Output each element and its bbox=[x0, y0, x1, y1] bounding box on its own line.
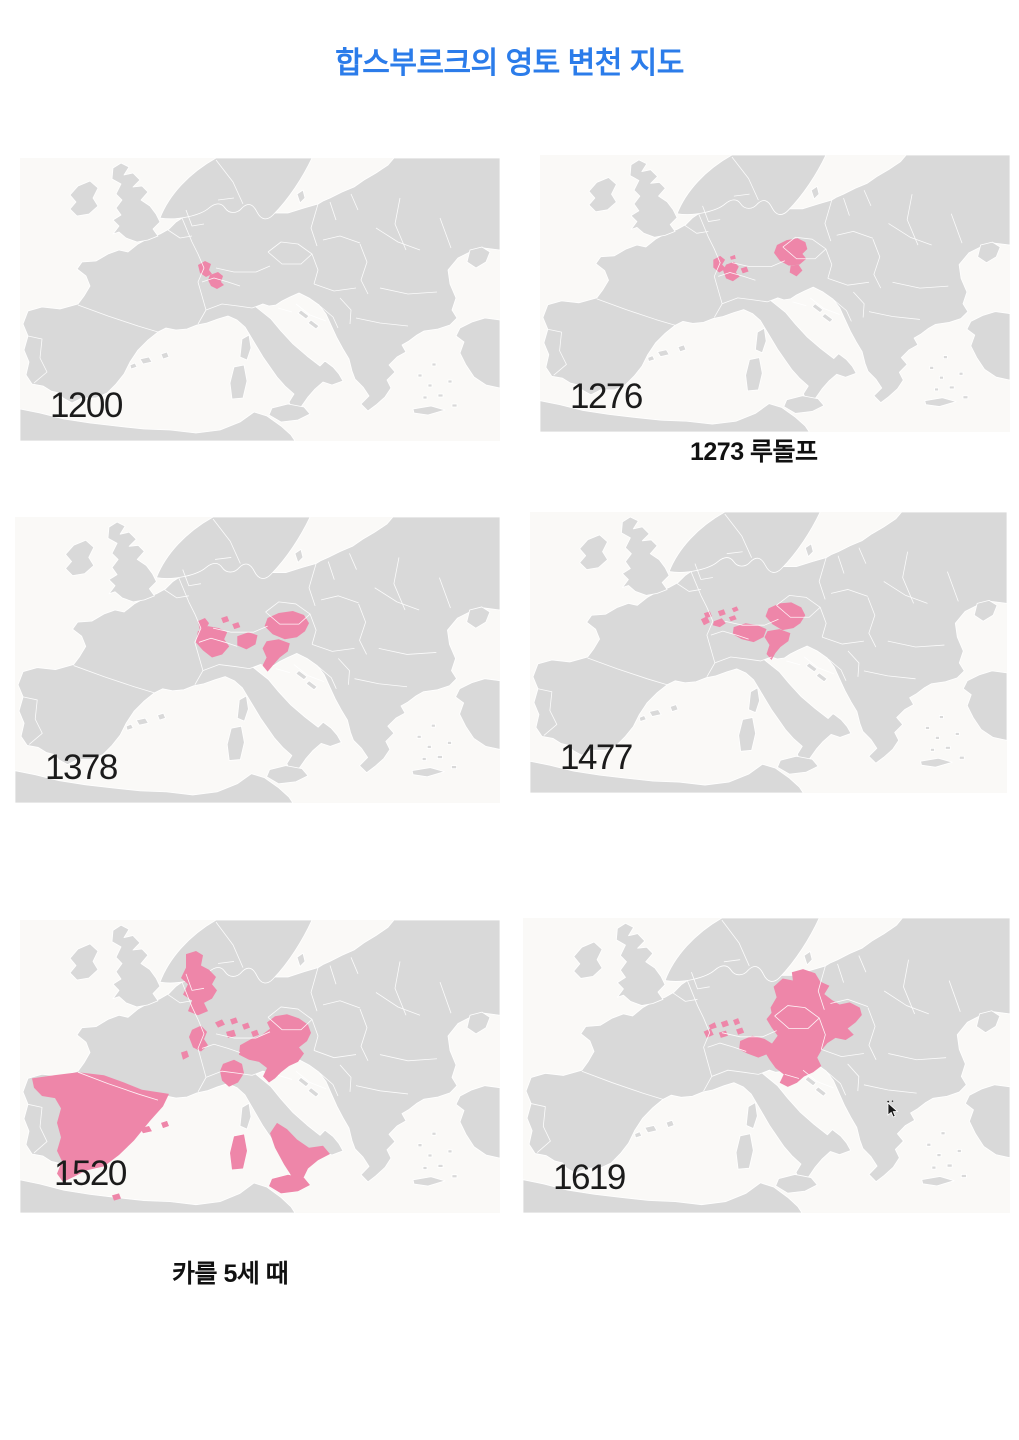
habsburg-territory-1378 bbox=[195, 610, 310, 672]
mouse-cursor-icon bbox=[887, 1100, 899, 1118]
europe-map-1477 bbox=[530, 512, 1007, 793]
europe-map-1619 bbox=[523, 918, 1010, 1213]
map-panel-1200: 1200 bbox=[20, 158, 500, 441]
habsburg-territory-1477 bbox=[700, 602, 806, 660]
year-label-1477: 1477 bbox=[560, 738, 633, 777]
map-panel-1276: 1276 bbox=[540, 155, 1010, 432]
year-label-1200: 1200 bbox=[50, 386, 123, 425]
europe-map-1276 bbox=[540, 155, 1010, 432]
map-panel-1477: 1477 bbox=[530, 512, 1007, 793]
map-panel-1378: 1378 bbox=[15, 517, 500, 803]
caption-karl-v: 카를 5세 때 bbox=[172, 1260, 289, 1288]
page-title: 합스부르크의 영토 변천 지도 bbox=[335, 47, 684, 80]
map-panel-1520: 1520 bbox=[20, 920, 500, 1213]
year-label-1520: 1520 bbox=[54, 1154, 127, 1193]
habsburg-territory-1520 bbox=[32, 951, 330, 1201]
europe-map-1200 bbox=[20, 158, 500, 441]
year-label-1276: 1276 bbox=[570, 377, 643, 416]
year-label-1378: 1378 bbox=[45, 748, 118, 787]
caption-1273-rudolf: 1273 루돌프 bbox=[690, 438, 818, 466]
habsburg-territory-1619 bbox=[703, 969, 862, 1087]
europe-map-1378 bbox=[15, 517, 500, 803]
map-panel-1619: 1619 bbox=[523, 918, 1010, 1213]
europe-map-1520 bbox=[20, 920, 500, 1213]
year-label-1619: 1619 bbox=[553, 1158, 626, 1197]
